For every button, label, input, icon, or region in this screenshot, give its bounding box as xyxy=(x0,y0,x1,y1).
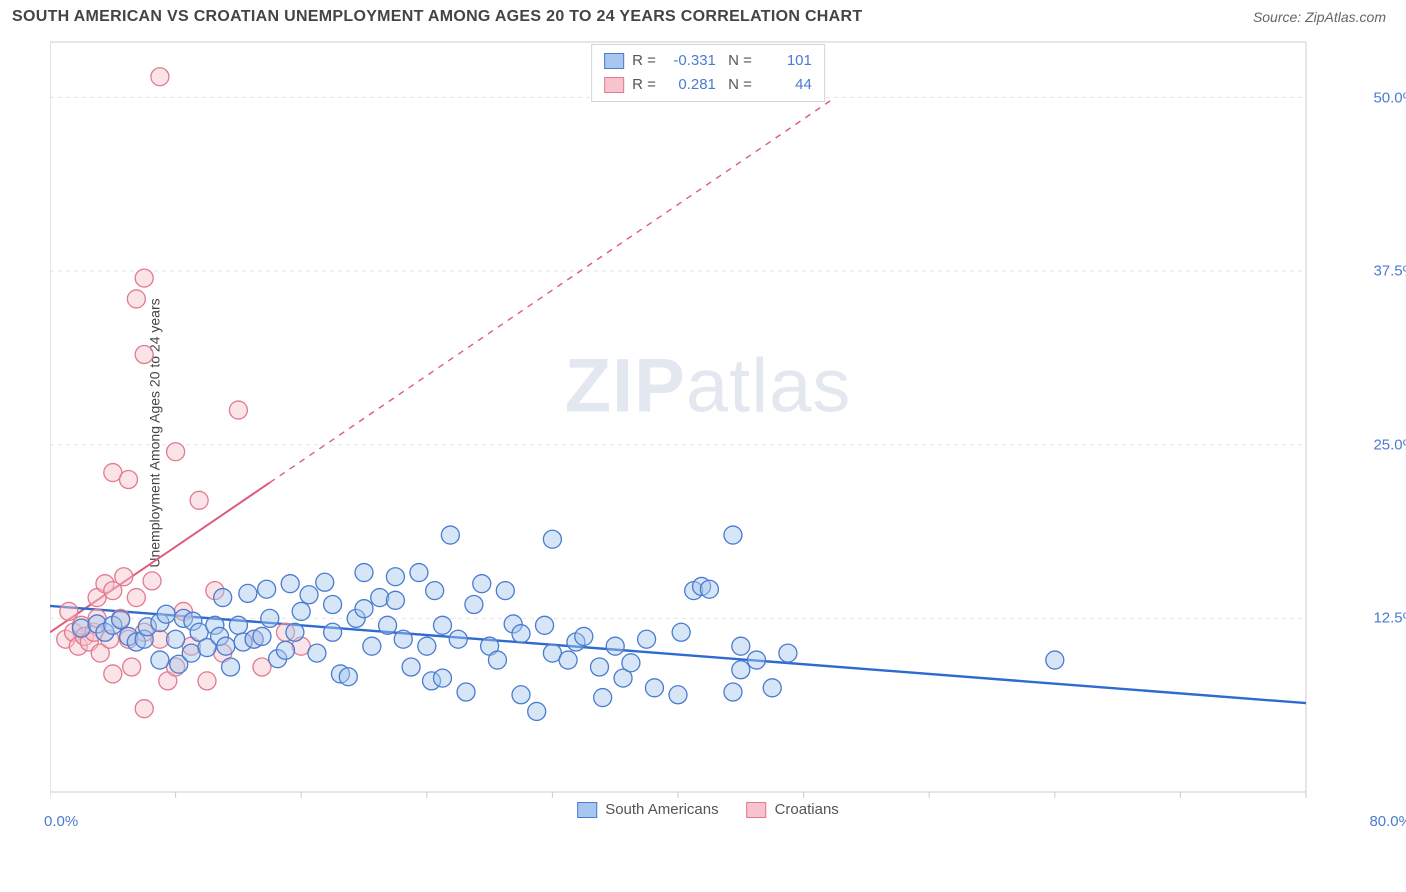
swatch-pink xyxy=(604,77,624,93)
chart-source: Source: ZipAtlas.com xyxy=(1253,9,1386,25)
swatch-blue-icon xyxy=(577,802,597,818)
stats-row-blue: R = -0.331 N = 101 xyxy=(604,49,812,73)
stats-row-pink: R = 0.281 N = 44 xyxy=(604,73,812,97)
x-max-label: 80.0% xyxy=(1369,813,1406,830)
y-tick-label: 12.5% xyxy=(1373,610,1406,627)
scatter-plot xyxy=(50,38,1366,828)
chart-title: SOUTH AMERICAN VS CROATIAN UNEMPLOYMENT … xyxy=(12,8,862,26)
chart-area: Unemployment Among Ages 20 to 24 years Z… xyxy=(50,38,1366,828)
swatch-pink-icon xyxy=(747,802,767,818)
series-legend: South Americans Croatians xyxy=(577,801,839,818)
y-tick-label: 37.5% xyxy=(1373,263,1406,280)
x-origin-label: 0.0% xyxy=(44,813,78,830)
y-tick-label: 25.0% xyxy=(1373,436,1406,453)
swatch-blue xyxy=(604,53,624,69)
y-tick-label: 50.0% xyxy=(1373,89,1406,106)
legend-item-blue: South Americans xyxy=(577,801,718,818)
legend-item-pink: Croatians xyxy=(747,801,839,818)
stats-legend: R = -0.331 N = 101 R = 0.281 N = 44 xyxy=(591,44,825,102)
